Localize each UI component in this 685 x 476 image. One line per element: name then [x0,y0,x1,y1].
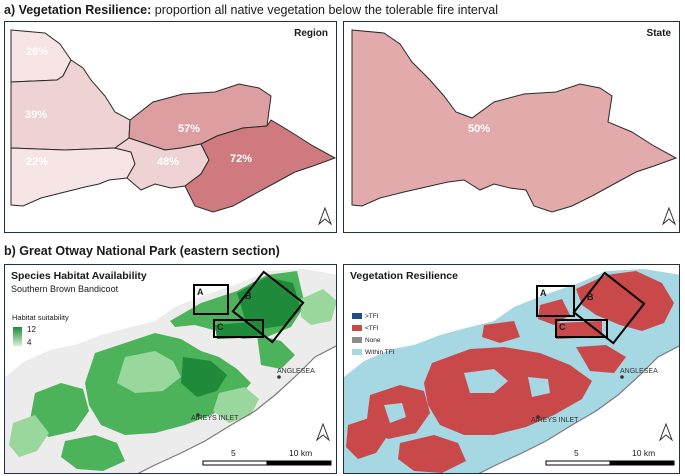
north-arrow-icon [659,423,673,441]
box-b[interactable] [231,270,305,344]
habitat-map-panel: Species Habitat Availability Southern Br… [4,264,337,474]
habitat-panel-title: Species Habitat Availability [11,270,147,282]
scale-label-10km: 10 km [289,448,313,458]
box-b[interactable] [572,271,646,345]
anglesea-marker [277,375,281,379]
scale-bar-left [202,460,268,466]
box-a-label: A [540,288,547,298]
region-panel-title: Region [294,28,328,39]
aireys-inlet-label: AIREYS INLET [191,415,239,422]
scale-label-5: 5 [231,448,236,458]
within-tfi-gaps [384,369,550,423]
habitat-legend-title: Habitat suitability [12,313,69,322]
region-label-22: 22% [26,156,49,168]
region-label-39: 39% [25,109,48,121]
legend-swatch-below-tfi [352,325,362,332]
region-map-panel: Region 26% 39% 22% 57% 48% 72% [4,21,337,233]
legend-label-below-tfi: <TFI [365,325,379,332]
legend-label-above-tfi: >TFI [365,313,379,320]
scale-label-10km: 10 km [632,448,656,458]
coastline [478,345,679,473]
below-tfi-patches [346,271,674,473]
habitat-legend-min: 4 [27,338,32,347]
scale-bar-left [545,460,611,466]
region-central-south [113,137,210,191]
section-a-title: a) Vegetation Resilience: proportion all… [4,3,498,17]
region-label-72: 72% [230,153,253,165]
legend-swatch-none [352,337,362,344]
box-b-label: B [587,292,594,302]
habitat-panel-subtitle: Southern Brown Bandicoot [11,284,119,294]
anglesea-label: ANGLESEA [620,368,658,375]
state-shape [351,29,678,213]
habitat-map [5,269,336,473]
north-arrow-icon [316,423,330,441]
habitat-patches [9,271,336,471]
legend-swatch-above-tfi [352,313,362,320]
state-map [351,29,678,213]
scale-bar-right [266,460,332,466]
box-c[interactable] [213,319,264,338]
state-label-50: 50% [468,123,491,135]
scale-bar-right [609,460,675,466]
box-a-label: A [197,287,204,297]
region-label-48: 48% [157,156,180,168]
anglesea-marker [620,375,624,379]
resilience-panel-title: Vegetation Resilience [350,270,458,282]
region-gippsland [184,119,336,213]
legend-swatch-within-tfi [352,349,362,356]
aireys-inlet-marker [196,413,200,417]
legend-item-within-tfi: Within TFI [352,349,395,356]
box-b-label: B [245,291,252,301]
region-label-57: 57% [178,123,201,135]
legend-gradient [13,327,22,346]
legend-item-above-tfi: >TFI [352,313,379,320]
north-arrow-icon [318,207,332,225]
state-panel-title: State [646,28,671,39]
box-a[interactable] [193,284,229,315]
legend-item-none: None [352,337,381,344]
box-c-label: C [217,322,224,332]
section-a-title-bold: a) Vegetation Resilience: [4,3,152,17]
box-a[interactable] [536,285,575,317]
box-c-label: C [559,322,566,332]
aireys-inlet-marker [536,415,540,419]
legend-label-none: None [365,337,381,344]
aireys-inlet-label: AIREYS INLET [531,417,579,424]
section-a-title-rest: proportion all native vegetation below t… [151,3,499,17]
legend-item-below-tfi: <TFI [352,325,379,332]
region-label-26: 26% [26,46,49,58]
resilience-map [344,269,679,473]
resilience-map-panel: Vegetation Resilience >TFI <TFI None Wit… [343,264,680,474]
north-arrow-icon [662,207,676,225]
legend-label-within-tfi: Within TFI [365,349,395,356]
scale-label-5: 5 [574,448,579,458]
section-b-title: b) Great Otway National Park (eastern se… [4,244,280,258]
habitat-legend-max: 12 [27,325,36,334]
region-map [10,29,336,213]
state-map-panel: State 50% [343,21,680,233]
anglesea-label: ANGLESEA [277,368,315,375]
coastline [137,345,336,473]
box-c[interactable] [555,319,608,338]
